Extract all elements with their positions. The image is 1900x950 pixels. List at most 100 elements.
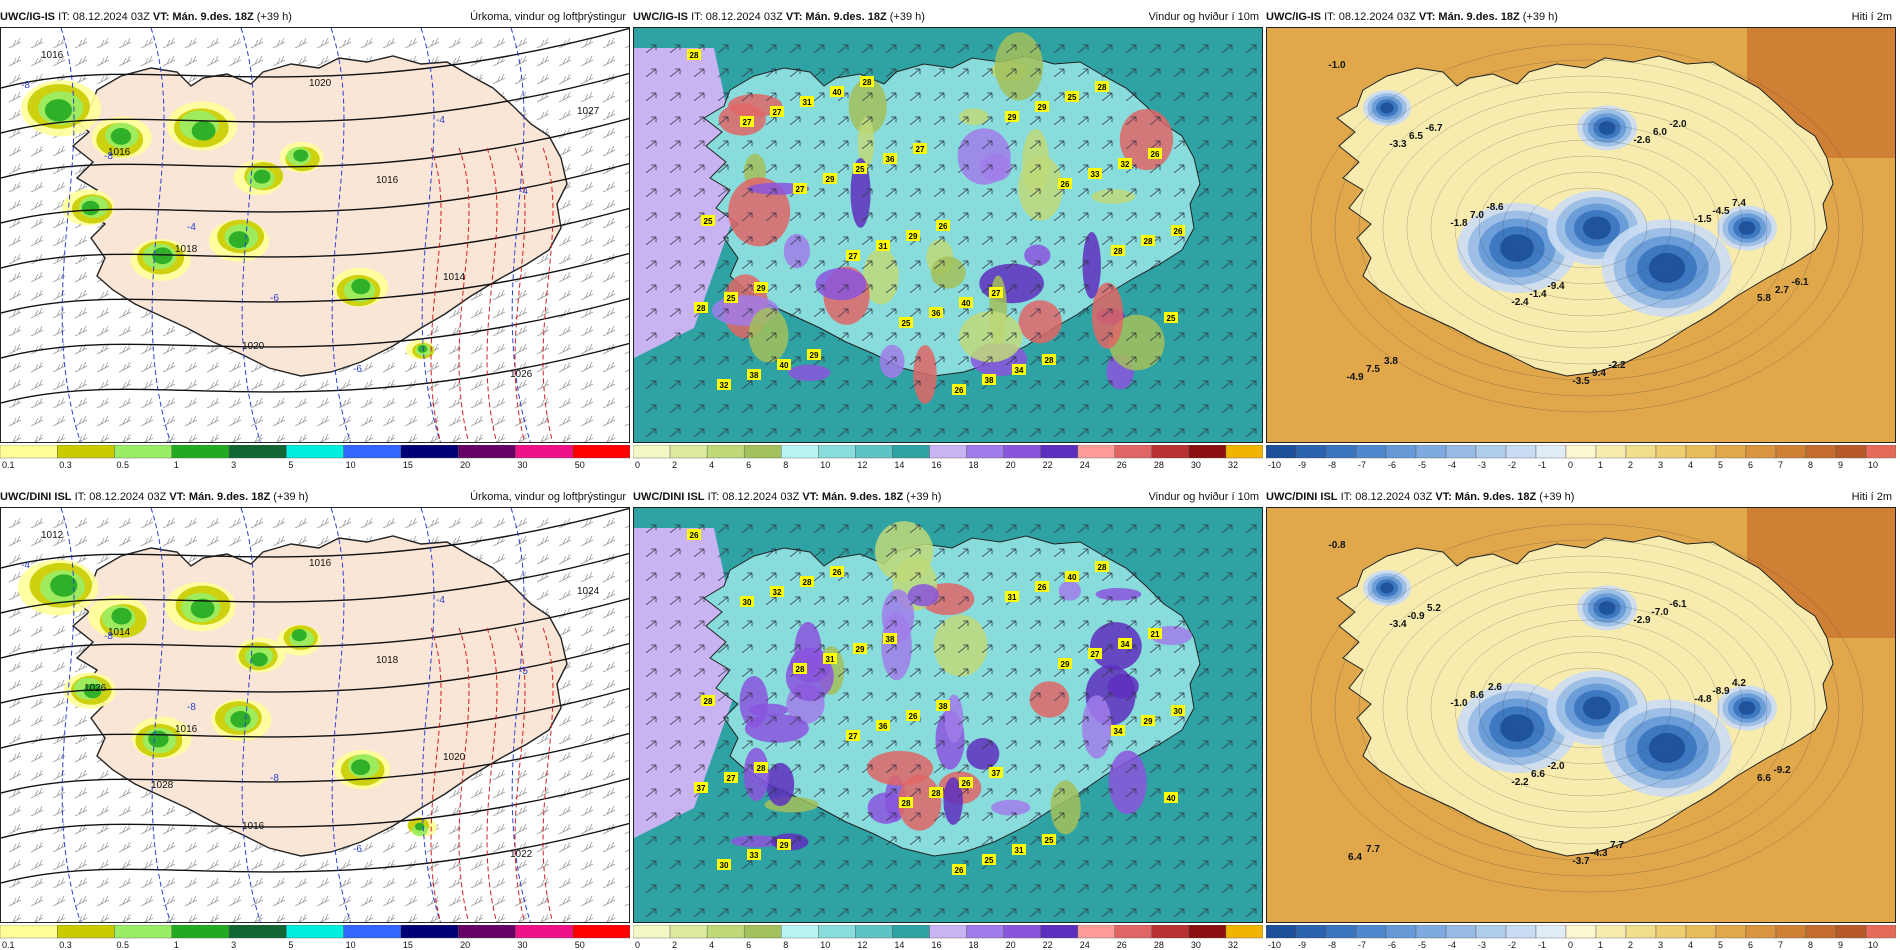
colorbar-swatch	[1775, 445, 1807, 459]
wind-map-svg: 26 30 28 27 28 26 31 29 34 40 30 32 31 36 28 25 26 27 29 37…	[634, 508, 1262, 922]
colorbar-swatch	[706, 925, 745, 939]
colorbar-tick: 14	[894, 460, 904, 469]
gust-label: 31	[1005, 591, 1019, 602]
colorbar-swatch	[1325, 445, 1357, 459]
svg-text:29: 29	[856, 645, 865, 654]
colorbar-tick: 9	[1838, 940, 1843, 949]
precip-map[interactable]: 1012 1014 1016 1016 1016 1018 1020 1022 1024 1026…	[0, 507, 630, 923]
colorbar-swatch	[1655, 445, 1687, 459]
colorbar-swatch	[515, 925, 573, 939]
svg-text:31: 31	[803, 98, 812, 107]
colorbar-swatch	[1295, 925, 1327, 939]
svg-text:32: 32	[1121, 160, 1130, 169]
colorbar-swatch	[343, 445, 402, 459]
panel-title: Vindur og hviður í 10m	[1148, 491, 1259, 503]
gust-label: 38	[982, 374, 996, 385]
colorbar-tick: 30	[1191, 460, 1201, 469]
colorbar-swatch	[1775, 925, 1807, 939]
colorbar-swatch	[1565, 925, 1597, 939]
gust-label: 26	[1171, 225, 1185, 236]
colorbar-swatch	[457, 925, 516, 939]
colorbar-tick: 5	[1718, 940, 1723, 949]
colorbar-swatch	[1385, 445, 1417, 459]
colorbar-swatch	[1003, 925, 1041, 939]
colorbar-tick: 10	[346, 460, 356, 469]
svg-text:40: 40	[780, 361, 789, 370]
svg-text:40: 40	[962, 299, 971, 308]
colorbar-swatch	[1505, 925, 1537, 939]
colorbar-swatch	[1685, 925, 1717, 939]
colorbar-tick: -2	[1508, 940, 1516, 949]
colorbar-tick: 0.5	[117, 460, 130, 469]
svg-text:40: 40	[833, 88, 842, 97]
wind-map[interactable]: 28 27 27 27 25 26 29 26 28 25 32 27 29 31 36 38 29 33 28 28…	[633, 27, 1263, 443]
svg-text:31: 31	[1015, 846, 1024, 855]
colorbar-tick: 15	[403, 460, 413, 469]
gust-label: 26	[959, 777, 973, 788]
colorbar-swatch	[57, 445, 115, 459]
svg-text:40: 40	[1167, 794, 1176, 803]
colorbar-swatch	[1445, 445, 1477, 459]
panel-header: UWC/IG-IS IT: 08.12.2024 03Z VT: Mán. 9.…	[1266, 9, 1896, 25]
temp-label: -1.0	[1328, 60, 1346, 71]
temp-label: -3.7	[1572, 856, 1590, 867]
isotherm-label: -6	[270, 293, 279, 304]
colorbar-tick: -5	[1418, 940, 1426, 949]
panel-header: UWC/IG-IS IT: 08.12.2024 03Z VT: Mán. 9.…	[0, 9, 630, 25]
colorbar-swatch	[1385, 925, 1417, 939]
svg-text:28: 28	[1114, 247, 1123, 256]
colorbar-swatch	[0, 925, 58, 939]
colorbar-tick: 30	[517, 460, 527, 469]
colorbar-swatch	[892, 925, 930, 939]
colorbar-tick: -10	[1268, 460, 1281, 469]
colorbar-tick: 1	[1598, 940, 1603, 949]
temp-label: 5.2	[1427, 603, 1441, 614]
svg-text:26: 26	[1038, 583, 1047, 592]
temp-label: -7.0	[1651, 607, 1669, 618]
svg-text:25: 25	[1068, 93, 1077, 102]
gust-label: 25	[853, 163, 867, 174]
colorbar-tick: 5	[1718, 460, 1723, 469]
precip-map[interactable]: 1016 1016 1018 1020 1020 1016 1014 1026 1027 -8 -8…	[0, 27, 630, 443]
panel-header: UWC/DINI ISL IT: 08.12.2024 03Z VT: Mán.…	[0, 489, 630, 505]
panel-precip-bottom: UWC/DINI ISL IT: 08.12.2024 03Z VT: Mán.…	[0, 489, 630, 949]
temp-map[interactable]: -0.8 -3.4 -1.0 -2.2 -3.7 -2.9 -4.8 6.6 6.4 -0.9 8.…	[1266, 507, 1896, 923]
colorbar-tick: 10	[820, 460, 830, 469]
isobar-label: 1016	[309, 558, 332, 569]
wind-map[interactable]: 26 30 28 27 28 26 31 29 34 40 30 32 31 36 28 25 26 27 29 37…	[633, 507, 1263, 923]
colorbar-swatch	[1266, 445, 1297, 459]
colorbar-tick: 22	[1043, 940, 1053, 949]
colorbar-tick: 8	[783, 940, 788, 949]
svg-text:32: 32	[773, 588, 782, 597]
temp-label: -2.4	[1511, 297, 1529, 308]
precip-colorbar: 0.1 0.3 0.5 1 3 5 10 15 20 30 50	[0, 445, 630, 469]
panel-title: Hiti í 2m	[1851, 11, 1892, 23]
temp-label: 6.0	[1653, 127, 1667, 138]
temp-map[interactable]: -1.0 -3.3 -1.8 -2.4 -3.5 -2.6 -1.5 5.8 -4.9 6.5 7.…	[1266, 27, 1896, 443]
gust-label: 29	[754, 282, 768, 293]
svg-text:28: 28	[690, 51, 699, 60]
gust-label: 27	[740, 116, 754, 127]
svg-text:28: 28	[1098, 83, 1107, 92]
panel-precip-top: UWC/IG-IS IT: 08.12.2024 03Z VT: Mán. 9.…	[0, 9, 630, 469]
svg-text:33: 33	[1091, 170, 1100, 179]
svg-text:27: 27	[727, 774, 736, 783]
svg-text:34: 34	[1121, 640, 1130, 649]
colorbar-swatch	[1745, 445, 1777, 459]
isobar-label: 1016	[242, 821, 265, 832]
gust-label: 27	[1088, 648, 1102, 659]
svg-text:25: 25	[985, 856, 994, 865]
temp-label: -2.9	[1633, 615, 1651, 626]
colorbar-tick: 24	[1080, 460, 1090, 469]
colorbar-swatch	[818, 925, 856, 939]
gust-label: 28	[694, 302, 708, 313]
panel-header: UWC/DINI ISL IT: 08.12.2024 03Z VT: Mán.…	[633, 489, 1263, 505]
colorbar-swatch	[171, 445, 230, 459]
gust-label: 37	[989, 767, 1003, 778]
colorbar-tick: -9	[1298, 940, 1306, 949]
temp-label: 6.5	[1409, 131, 1423, 142]
gust-label: 29	[853, 643, 867, 654]
svg-text:26: 26	[690, 531, 699, 540]
svg-text:26: 26	[1151, 150, 1160, 159]
colorbar-tick: 0	[635, 940, 640, 949]
